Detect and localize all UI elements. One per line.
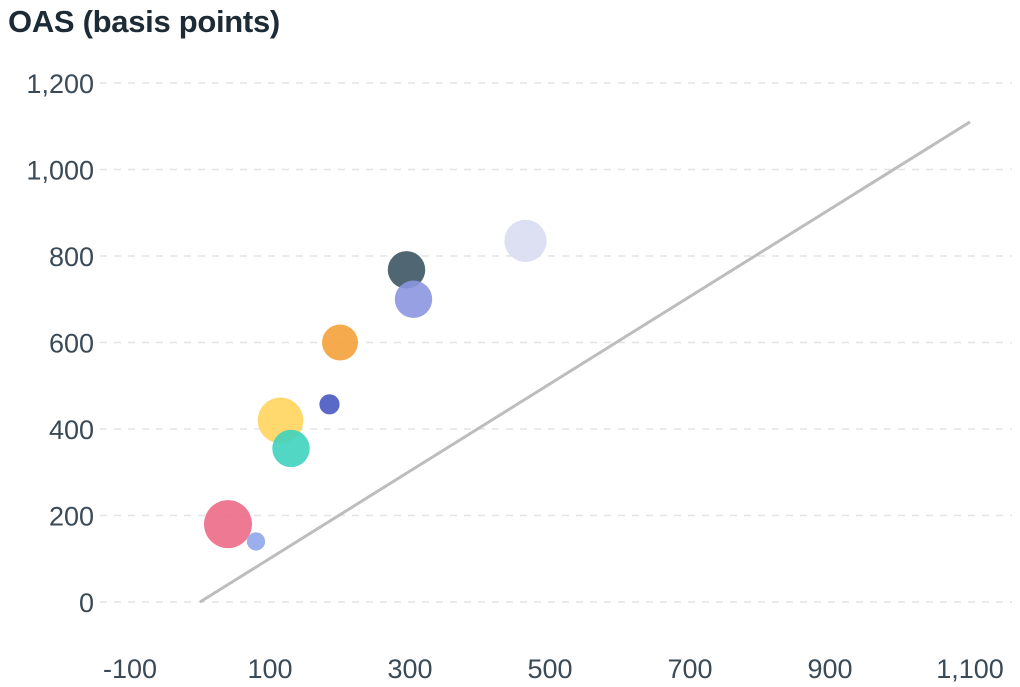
x-tick-label: 300 [387, 654, 432, 684]
y-tick-label: 1,000 [26, 156, 94, 186]
x-tick-label: -100 [103, 654, 157, 684]
x-tick-label: 700 [667, 654, 712, 684]
data-point [246, 532, 266, 551]
y-tick-label: 600 [49, 329, 94, 359]
data-point [322, 324, 358, 361]
x-tick-label: 1,100 [936, 654, 1004, 684]
data-point [504, 219, 547, 262]
x-tick-label: 900 [807, 654, 852, 684]
data-point [204, 500, 252, 549]
y-tick-label: 0 [79, 588, 94, 618]
y-tick-label: 1,200 [26, 69, 94, 99]
reference-line [199, 120, 971, 604]
y-tick-label: 400 [49, 415, 94, 445]
y-tick-label: 800 [49, 242, 94, 272]
y-tick-label: 200 [49, 502, 94, 532]
data-point [387, 251, 426, 289]
x-tick-label: 500 [527, 654, 572, 684]
data-point [319, 394, 340, 415]
data-point [272, 429, 310, 468]
x-tick-label: 100 [247, 654, 292, 684]
y-axis-title: OAS (basis points) [8, 4, 280, 39]
data-point [394, 280, 433, 318]
